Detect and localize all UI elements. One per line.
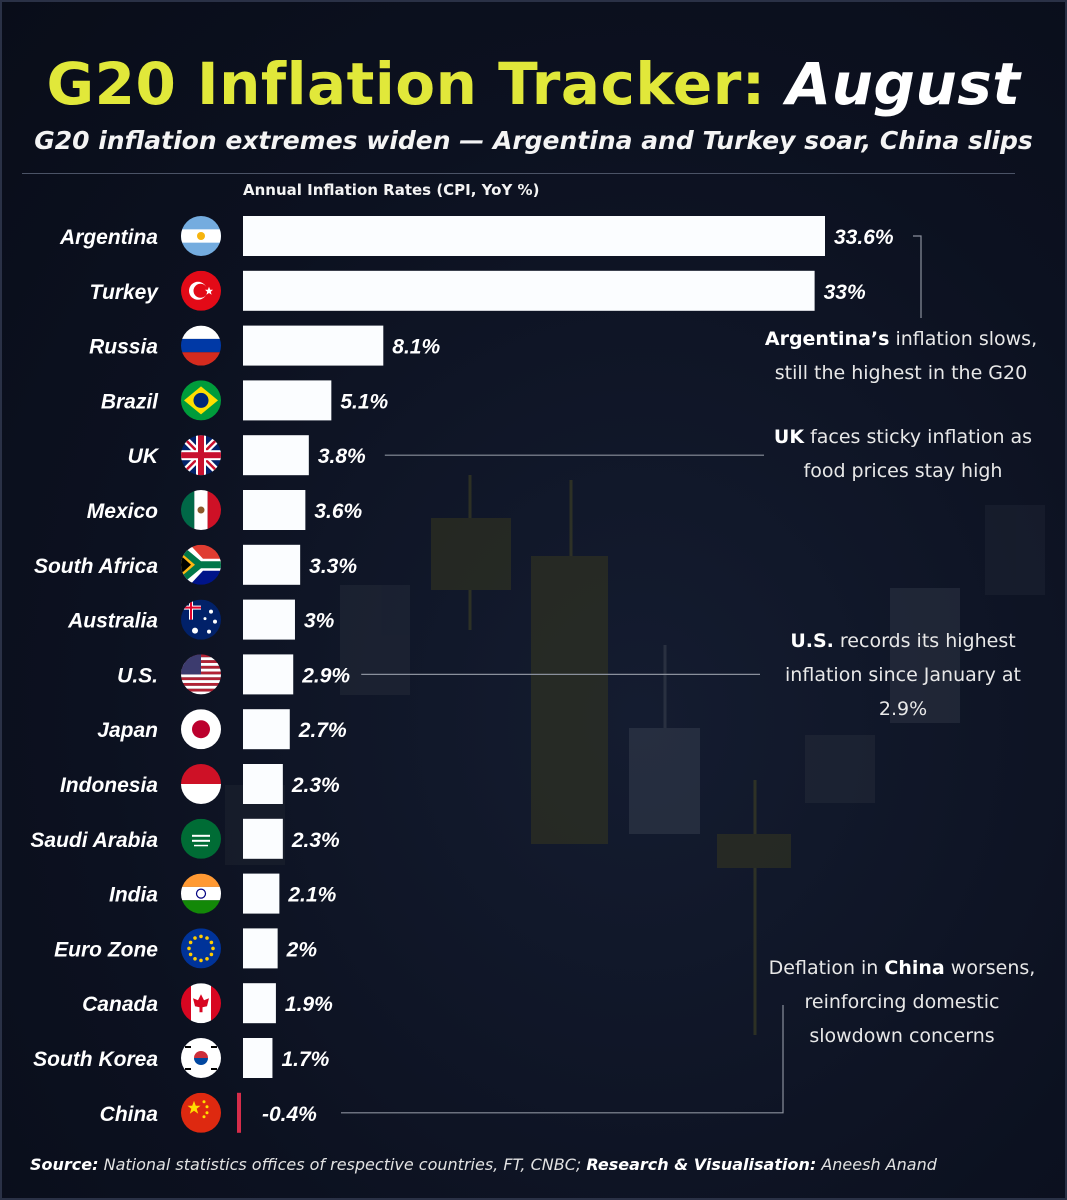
category-label-south-africa: South Africa [34, 555, 158, 578]
value-label-canada: 1.9% [285, 993, 333, 1016]
indonesia-flag-icon [181, 764, 221, 804]
bar-mexico [243, 490, 306, 530]
category-label-indonesia: Indonesia [60, 774, 158, 797]
south-africa-flag-icon [181, 544, 221, 585]
bar-brazil [243, 380, 332, 421]
category-label-turkey: Turkey [90, 281, 160, 304]
title-month: August [786, 50, 1021, 118]
category-label-brazil: Brazil [101, 390, 159, 413]
bar-south-korea [243, 1038, 273, 1078]
bar-australia [243, 599, 295, 640]
brazil-flag-icon [181, 380, 221, 421]
bar-saudi-arabia [243, 818, 283, 859]
connector-china [341, 1005, 784, 1114]
category-label-china: China [100, 1103, 159, 1126]
argentina-flag-icon [181, 216, 221, 256]
india-flag-icon [181, 873, 221, 914]
value-label-u-s: 2.9% [301, 664, 350, 687]
japan-flag-icon [181, 709, 221, 750]
euro-zone-flag-icon [181, 928, 221, 969]
bar-russia [243, 325, 384, 366]
australia-flag-icon [181, 599, 221, 640]
value-label-india: 2.1% [287, 884, 336, 907]
connector-argentina [913, 235, 922, 318]
uk-flag-icon [181, 435, 221, 476]
bar-south-africa [243, 544, 301, 585]
title-divider [22, 173, 1015, 174]
value-label-russia: 8.1% [392, 336, 440, 359]
value-label-south-africa: 3.3% [309, 555, 357, 578]
bar-india [243, 873, 280, 914]
value-label-saudi-arabia: 2.3% [291, 829, 340, 852]
title-main: G20 Inflation Tracker: [46, 50, 766, 118]
bar-china [237, 1092, 241, 1133]
category-label-uk: UK [128, 445, 160, 468]
bar-canada [243, 983, 276, 1024]
value-label-argentina: 33.6% [834, 226, 894, 249]
value-label-china: -0.4% [262, 1103, 317, 1126]
china-flag-icon [181, 1092, 221, 1133]
annotation-china: Deflation in China worsens, reinforcing … [768, 957, 1036, 1047]
page-title: G20 Inflation Tracker: August [0, 44, 1067, 124]
value-label-brazil: 5.1% [340, 390, 388, 413]
value-label-australia: 3% [304, 610, 335, 633]
value-label-mexico: 3.6% [314, 500, 362, 523]
source-footer: Source: National statistics offices of r… [30, 1155, 937, 1174]
bar-euro-zone [243, 928, 278, 969]
saudi-arabia-flag-icon [181, 818, 221, 859]
russia-flag-icon [181, 325, 221, 366]
category-label-argentina: Argentina [59, 226, 158, 249]
category-label-japan: Japan [97, 719, 158, 742]
category-label-u-s: U.S. [117, 664, 158, 687]
value-label-south-korea: 1.7% [281, 1048, 329, 1071]
value-label-indonesia: 2.3% [291, 774, 340, 797]
bar-turkey [243, 270, 815, 311]
category-label-india: India [109, 884, 158, 907]
annotation-uk: UK faces sticky inflation as food prices… [773, 426, 1033, 482]
value-label-turkey: 33% [824, 281, 866, 304]
annotation-us: U.S. records its highest inflation since… [785, 630, 1021, 720]
category-label-south-korea: South Korea [33, 1048, 158, 1071]
category-label-australia: Australia [67, 610, 158, 633]
mexico-flag-icon [181, 490, 221, 530]
category-label-euro-zone: Euro Zone [54, 938, 158, 961]
south-korea-flag-icon [181, 1038, 221, 1078]
annotation-argentina: Argentina’s inflation slows, still the h… [764, 328, 1038, 384]
canada-flag-icon [181, 983, 221, 1024]
bar-indonesia [243, 764, 283, 804]
page-subtitle: G20 inflation extremes widen — Argentina… [34, 126, 1033, 155]
category-label-canada: Canada [82, 993, 158, 1016]
category-label-russia: Russia [89, 336, 158, 359]
category-label-mexico: Mexico [87, 500, 158, 523]
bar-uk [243, 435, 309, 476]
bar-u-s [243, 654, 294, 695]
value-label-japan: 2.7% [298, 719, 347, 742]
value-label-uk: 3.8% [318, 445, 366, 468]
category-label-saudi-arabia: Saudi Arabia [30, 829, 158, 852]
bar-argentina [243, 216, 825, 256]
bar-japan [243, 709, 290, 750]
value-label-euro-zone: 2% [286, 938, 318, 961]
chart-title: Annual Inflation Rates (CPI, YoY %) [243, 181, 540, 199]
turkey-flag-icon [181, 270, 221, 311]
us-flag-icon [181, 654, 221, 695]
